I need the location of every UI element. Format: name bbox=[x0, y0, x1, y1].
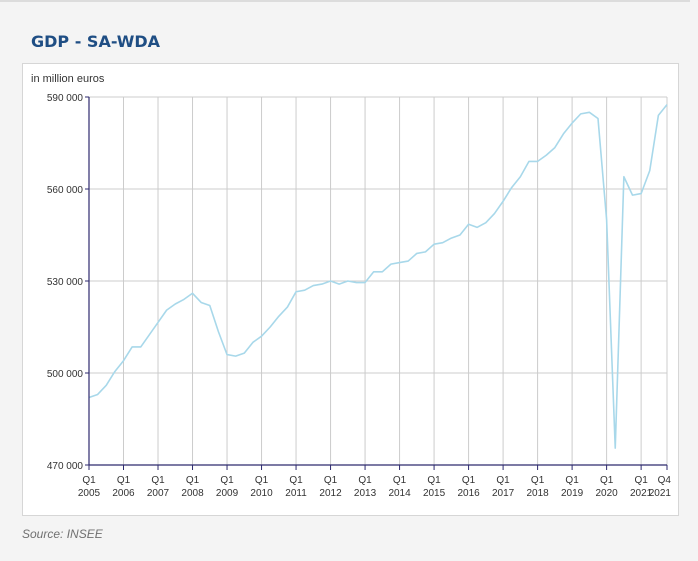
x-tick-quarter-label: Q1 bbox=[255, 475, 269, 486]
x-tick-year-label: 2015 bbox=[423, 488, 446, 499]
x-tick-year-label: 2014 bbox=[388, 488, 411, 499]
series-layer bbox=[88, 104, 668, 449]
x-tick-quarter-label: Q1 bbox=[600, 475, 614, 486]
x-tick-year-label: 2009 bbox=[216, 488, 239, 499]
x-tick-quarter-label: Q1 bbox=[82, 475, 96, 486]
y-tick-label: 530 000 bbox=[47, 277, 84, 288]
gdp-line-chart: in million euros 470 000 500 000 530 000 56… bbox=[31, 73, 672, 499]
source-note: Source: INSEE bbox=[22, 527, 103, 541]
x-tick-quarter-label: Q1 bbox=[531, 475, 545, 486]
y-tick-label: 470 000 bbox=[47, 461, 84, 472]
x-tick-year-label: 2021 bbox=[649, 488, 672, 499]
x-tick-quarter-label: Q1 bbox=[496, 475, 510, 486]
x-tick-year-label: 2018 bbox=[526, 488, 549, 499]
x-tick-quarter-label: Q1 bbox=[186, 475, 200, 486]
x-tick-year-label: 2017 bbox=[492, 488, 515, 499]
x-tick-quarter-label: Q1 bbox=[393, 475, 407, 486]
x-tick-quarter-label: Q1 bbox=[289, 475, 303, 486]
x-tick-year-label: 2005 bbox=[78, 488, 101, 499]
x-tick-year-label: 2012 bbox=[319, 488, 342, 499]
x-tick-quarter-label: Q1 bbox=[220, 475, 234, 486]
x-tick-quarter-label: Q1 bbox=[151, 475, 165, 486]
x-tick-year-label: 2013 bbox=[354, 488, 377, 499]
chart-panel: in million euros 470 000 500 000 530 000 56… bbox=[22, 63, 679, 516]
x-tick-quarter-label: Q1 bbox=[565, 475, 579, 486]
gdp-series-line bbox=[88, 104, 668, 449]
axis-layer bbox=[85, 96, 668, 470]
y-tick-label: 590 000 bbox=[47, 93, 84, 104]
x-tick-year-label: 2016 bbox=[457, 488, 480, 499]
x-tick-year-label: 2020 bbox=[595, 488, 618, 499]
label-layer: 470 000 500 000 530 000 560 000 590 000 Q1 200… bbox=[47, 93, 672, 499]
x-tick-quarter-label: Q4 bbox=[658, 475, 672, 486]
x-tick-quarter-label: Q1 bbox=[324, 475, 338, 486]
y-tick-label: 560 000 bbox=[47, 185, 84, 196]
chart-title: GDP - SA-WDA bbox=[31, 32, 161, 51]
x-tick-year-label: 2008 bbox=[181, 488, 204, 499]
x-tick-year-label: 2006 bbox=[112, 488, 135, 499]
y-axis-unit-label: in million euros bbox=[31, 73, 105, 85]
x-tick-year-label: 2021 bbox=[630, 488, 653, 499]
x-tick-year-label: 2011 bbox=[285, 488, 307, 499]
x-tick-year-label: 2007 bbox=[147, 488, 170, 499]
x-tick-year-label: 2010 bbox=[250, 488, 273, 499]
top-rule bbox=[0, 0, 690, 2]
x-tick-year-label: 2019 bbox=[561, 488, 584, 499]
grid-layer bbox=[89, 96, 668, 465]
x-tick-quarter-label: Q1 bbox=[634, 475, 648, 486]
y-tick-label: 500 000 bbox=[47, 369, 84, 380]
x-tick-quarter-label: Q1 bbox=[427, 475, 441, 486]
x-tick-quarter-label: Q1 bbox=[358, 475, 372, 486]
x-tick-quarter-label: Q1 bbox=[462, 475, 476, 486]
x-tick-quarter-label: Q1 bbox=[117, 475, 131, 486]
